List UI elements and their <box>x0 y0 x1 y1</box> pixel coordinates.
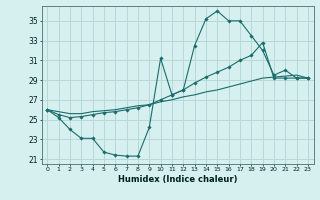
X-axis label: Humidex (Indice chaleur): Humidex (Indice chaleur) <box>118 175 237 184</box>
